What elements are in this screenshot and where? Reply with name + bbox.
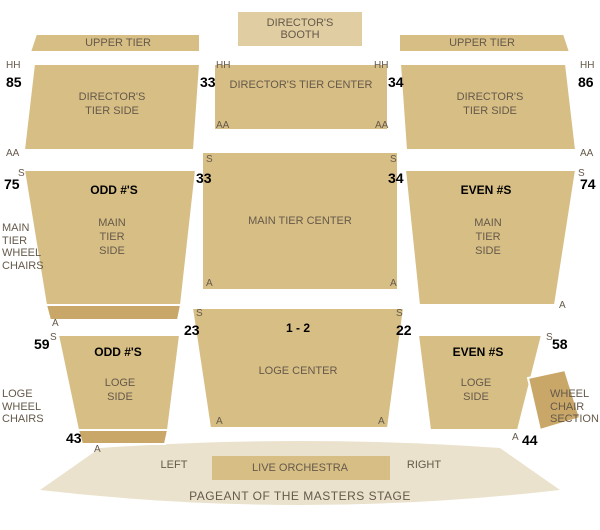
label-loge-center: LOGE CENTER xyxy=(259,365,338,377)
svg-text:BOOTH: BOOTH xyxy=(280,29,319,41)
label-upper-tier-left: UPPER TIER xyxy=(85,37,151,49)
svg-text:LOGE: LOGE xyxy=(105,377,136,389)
svg-text:SIDE: SIDE xyxy=(107,391,133,403)
row-aa-l: AA xyxy=(6,148,19,159)
label-live-orchestra: LIVE ORCHESTRA xyxy=(252,462,349,474)
row-s-mcr: S xyxy=(390,154,397,165)
label-wheel-section: WHEEL CHAIR SECTION xyxy=(550,388,599,426)
row-s-lcl: S xyxy=(196,308,203,319)
seating-map: DIRECTOR'S BOOTH UPPER TIER UPPER TIER D… xyxy=(0,0,600,530)
num-34m: 34 xyxy=(388,170,404,186)
label-loge-wheel: LOGE WHEEL CHAIRS xyxy=(2,388,44,426)
section-loge-wheel-left[interactable] xyxy=(78,430,168,444)
row-aa-cl: AA xyxy=(216,120,229,131)
row-aa-r: AA xyxy=(580,148,593,159)
row-s-ll: S xyxy=(50,332,57,343)
row-a-lr2: A xyxy=(512,432,519,443)
section-dir-tier-center[interactable] xyxy=(214,64,388,130)
badge-even-loge: EVEN #S xyxy=(453,345,504,359)
label-dir-tier-center: DIRECTOR'S TIER CENTER xyxy=(230,79,373,91)
svg-text:DIRECTOR'S: DIRECTOR'S xyxy=(457,91,524,103)
label-stage: PAGEANT OF THE MASTERS STAGE xyxy=(189,489,411,503)
num-44: 44 xyxy=(522,432,538,448)
num-59: 59 xyxy=(34,336,50,352)
row-a-ml: A xyxy=(52,318,59,329)
badge-odd-main: ODD #'S xyxy=(90,183,138,197)
num-22: 22 xyxy=(396,322,412,338)
svg-text:SIDE: SIDE xyxy=(463,391,489,403)
row-a-mcl: A xyxy=(206,278,213,289)
num-43: 43 xyxy=(66,430,82,446)
row-hh-cl: HH xyxy=(216,60,230,71)
label-right: RIGHT xyxy=(407,459,442,471)
svg-text:TIER: TIER xyxy=(99,231,124,243)
row-a-lcr: A xyxy=(378,416,385,427)
row-hh-r: HH xyxy=(580,60,594,71)
badge-even-main: EVEN #S xyxy=(461,183,512,197)
svg-text:MAIN: MAIN xyxy=(98,217,126,229)
label-main-tier-center: MAIN TIER CENTER xyxy=(248,215,352,227)
label-left: LEFT xyxy=(161,459,188,471)
num-34d: 34 xyxy=(388,74,404,90)
label-main-tier-wheel: MAIN TIER WHEEL CHAIRS xyxy=(2,222,44,273)
num-23: 23 xyxy=(184,322,200,338)
num-33d: 33 xyxy=(200,74,216,90)
row-a-mr: A xyxy=(559,300,566,311)
badge-odd-loge: ODD #'S xyxy=(94,345,142,359)
svg-text:SIDE: SIDE xyxy=(475,245,501,257)
svg-text:SIDE: SIDE xyxy=(99,245,125,257)
svg-text:MAIN: MAIN xyxy=(474,217,502,229)
svg-text:DIRECTOR'S: DIRECTOR'S xyxy=(79,91,146,103)
label-upper-tier-right: UPPER TIER xyxy=(449,37,515,49)
num-74: 74 xyxy=(580,176,596,192)
row-s-mcl: S xyxy=(206,154,213,165)
svg-text:TIER SIDE: TIER SIDE xyxy=(463,105,517,117)
svg-text:TIER: TIER xyxy=(475,231,500,243)
section-main-tier-wheel-left[interactable] xyxy=(46,305,181,320)
row-a-ll: A xyxy=(94,444,101,455)
row-aa-cr: AA xyxy=(375,120,388,131)
num-58: 58 xyxy=(552,336,568,352)
row-hh-l: HH xyxy=(6,60,20,71)
num-75: 75 xyxy=(4,176,20,192)
num-85: 85 xyxy=(6,74,22,90)
svg-text:TIER SIDE: TIER SIDE xyxy=(85,105,139,117)
svg-text:LOGE: LOGE xyxy=(461,377,492,389)
label-directors-booth: DIRECTOR'S xyxy=(267,17,334,29)
row-a-mcr: A xyxy=(390,278,397,289)
row-hh-cr: HH xyxy=(374,60,388,71)
label-loge-1-2: 1 - 2 xyxy=(286,321,310,335)
row-s-lcr: S xyxy=(396,308,403,319)
row-a-lcl: A xyxy=(216,416,223,427)
num-86: 86 xyxy=(578,74,594,90)
num-33m: 33 xyxy=(196,170,212,186)
